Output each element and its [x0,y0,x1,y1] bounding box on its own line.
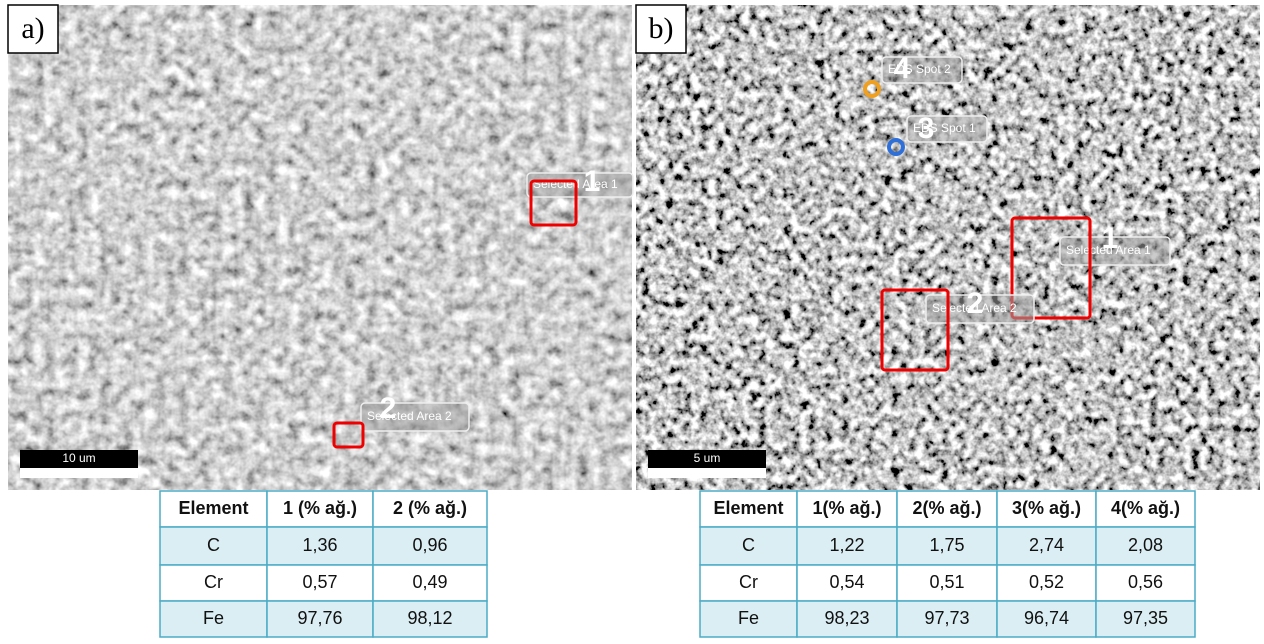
table-header: Element [713,498,783,518]
table-cell [372,526,488,566]
table-value: 0,96 [412,535,447,555]
table-value: C [207,535,220,555]
panel-label-box [7,4,59,54]
scale-bar-label: 10 um [62,451,95,465]
annotation-number: 2 [380,392,397,425]
annotation-number: 1 [1102,222,1119,255]
table-value: Fe [203,608,224,628]
annotation-label: EDS Spot 1 [913,121,976,135]
table-value: 1,22 [829,535,864,555]
scale-bar-bg [20,450,138,468]
table-cell [159,526,268,566]
table-cell [1095,564,1196,602]
table-cell [159,600,268,638]
table-value: 96,74 [1024,608,1069,628]
scale-bar-bg [648,450,766,468]
table-value: 1,75 [929,535,964,555]
table-cell [372,564,488,602]
table-value: 97,76 [297,608,342,628]
annotation-label: Selected Area 2 [932,301,1017,315]
table-header: Element [178,498,248,518]
panel-label: a) [21,12,44,45]
table-header: 2 (% ağ.) [393,498,467,518]
scale-bar-label: 5 um [694,451,721,465]
table-cell [1095,490,1196,528]
eds-spot [887,138,905,156]
table-cell [372,600,488,638]
annotation-number: 3 [918,112,935,145]
table-value: 0,57 [302,572,337,592]
table-cell [266,600,374,638]
table-value: 98,23 [824,608,869,628]
table-value: Cr [739,572,758,592]
table-cell [699,490,798,528]
table-value: Cr [204,572,223,592]
panel-label-box [635,4,687,54]
annotation-label-box [360,402,470,432]
table-value: C [742,535,755,555]
table-cell [796,490,898,528]
table-cell [1095,526,1196,566]
annotation-label: Selected Area 1 [1066,243,1151,257]
annotation-label-box [881,56,963,84]
table-value: 0,56 [1128,572,1163,592]
annotation-label: Selected Area 2 [367,409,452,423]
table-cell [266,564,374,602]
annotation-number: 1 [584,165,601,198]
table-header: 1 (% ağ.) [283,498,357,518]
annotation-label-box [1059,236,1171,266]
selected-area [1010,216,1092,320]
eds-spot [863,80,881,98]
table-cell [896,490,998,528]
panel-label: b) [649,12,674,45]
table-header: 4(% ağ.) [1111,498,1180,518]
table-header: 1(% ağ.) [812,498,881,518]
table-value: 0,54 [829,572,864,592]
table-cell [372,490,488,528]
table-cell [699,526,798,566]
table-cell [996,600,1097,638]
table-value: 2,08 [1128,535,1163,555]
table-cell [266,526,374,566]
table-value: 2,74 [1029,535,1064,555]
scale-bar [648,468,766,478]
table-cell [996,564,1097,602]
table-cell [796,600,898,638]
selected-area [332,421,365,449]
table-cell [996,490,1097,528]
selected-area [529,179,578,227]
annotation-number: 4 [894,52,911,85]
table-cell [1095,600,1196,638]
table-value: 97,73 [924,608,969,628]
sem-texture-a [8,5,632,490]
table-value: Fe [738,608,759,628]
annotation-label-box [925,294,1035,324]
table-value: 0,52 [1029,572,1064,592]
annotation-label-box [526,172,634,198]
table-cell [159,564,268,602]
scale-bar [20,468,138,478]
table-value: 1,36 [302,535,337,555]
selected-area [880,288,950,372]
table-value: 98,12 [407,608,452,628]
table-value: 0,51 [929,572,964,592]
table-value: 0,49 [412,572,447,592]
annotation-label-box [906,115,988,143]
annotation-number: 2 [967,287,984,320]
table-header: 2(% ağ.) [912,498,981,518]
table-value: 97,35 [1123,608,1168,628]
annotation-label: EDS Spot 2 [888,62,951,76]
table-header: 3(% ağ.) [1012,498,1081,518]
table-cell [896,600,998,638]
